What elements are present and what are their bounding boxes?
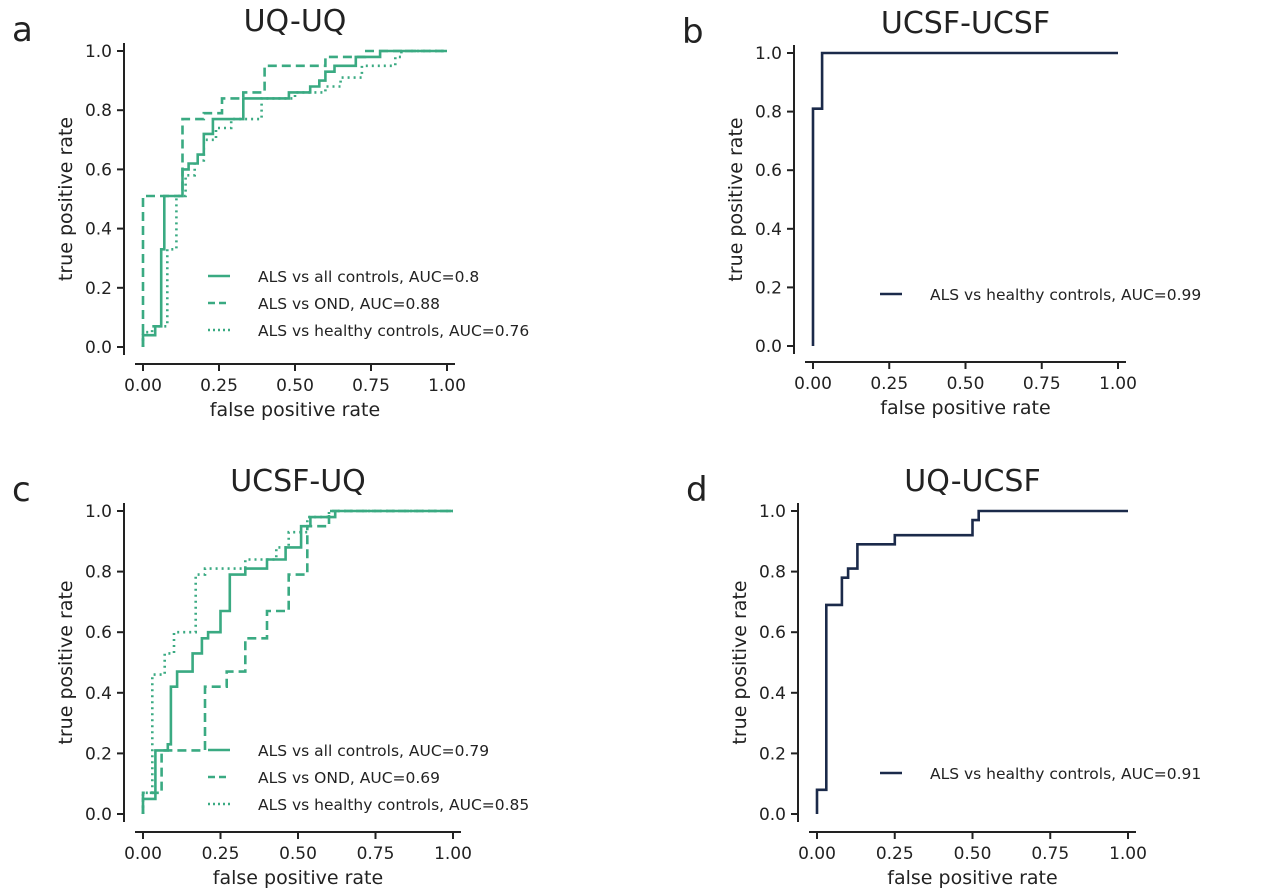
y-tick-label: 0.0 bbox=[85, 805, 112, 825]
y-tick-label: 0.8 bbox=[759, 563, 786, 583]
x-tick-label: 1.00 bbox=[434, 844, 472, 864]
x-tick-label: 1.00 bbox=[1109, 844, 1147, 864]
y-axis-label: true positive rate bbox=[725, 117, 747, 281]
y-tick-label: 0.2 bbox=[755, 278, 782, 298]
y-tick-label: 1.0 bbox=[759, 502, 786, 522]
y-axis-label: true positive rate bbox=[729, 580, 751, 744]
y-tick-label: 0.6 bbox=[85, 623, 112, 643]
y-tick-label: 0.8 bbox=[85, 563, 112, 583]
x-tick-label: 0.75 bbox=[352, 376, 390, 396]
y-tick-label: 0.0 bbox=[759, 805, 786, 825]
x-tick-label: 0.00 bbox=[798, 844, 836, 864]
x-tick-label: 0.25 bbox=[876, 844, 914, 864]
y-tick-label: 0.4 bbox=[755, 220, 782, 240]
x-tick-label: 0.50 bbox=[279, 844, 317, 864]
y-tick-label: 0.6 bbox=[85, 160, 112, 180]
panel-a: a UQ-UQ 0.0 0.2 0.4 0.6 0.8 1.0 0.00 0.25 0.50 0.75… bbox=[12, 4, 529, 421]
x-tick-label: 0.00 bbox=[794, 374, 832, 394]
legend-entry: ALS vs healthy controls, AUC=0.85 bbox=[258, 796, 529, 814]
x-tick-label: 1.00 bbox=[428, 376, 466, 396]
panel-title: UQ-UQ bbox=[244, 4, 347, 39]
panel-c: c UCSF-UQ 0.0 0.2 0.4 0.6 0.8 1.0 0.00 0.25 0.50 0.… bbox=[12, 464, 529, 889]
y-tick-label: 1.0 bbox=[755, 44, 782, 64]
x-tick-label: 0.50 bbox=[276, 376, 314, 396]
legend-entry: ALS vs all controls, AUC=0.8 bbox=[258, 268, 479, 286]
panel-letter: c bbox=[12, 470, 31, 510]
y-axis-label: true positive rate bbox=[55, 580, 77, 744]
roc-curve-dotted bbox=[141, 49, 447, 347]
roc-curve-solid bbox=[815, 509, 1128, 814]
y-tick-label: 0.2 bbox=[85, 744, 112, 764]
y-tick-label: 0.2 bbox=[85, 279, 112, 299]
x-tick-label: 0.75 bbox=[357, 844, 395, 864]
legend-entry: ALS vs OND, AUC=0.69 bbox=[258, 769, 440, 787]
x-tick-label: 1.00 bbox=[1099, 374, 1137, 394]
legend-entry: ALS vs healthy controls, AUC=0.91 bbox=[930, 765, 1201, 783]
x-axis-label: false positive rate bbox=[210, 399, 380, 421]
roc-curve-dashed bbox=[141, 509, 453, 814]
x-tick-label: 0.00 bbox=[124, 844, 162, 864]
roc-curve-solid bbox=[141, 49, 447, 347]
panel-title: UCSF-UCSF bbox=[881, 6, 1050, 41]
y-tick-label: 0.8 bbox=[755, 103, 782, 123]
legend-entry: ALS vs OND, AUC=0.88 bbox=[258, 295, 440, 313]
panel-d: d UQ-UCSF 0.0 0.2 0.4 0.6 0.8 1.0 0.00 0.25 0.50 0.… bbox=[686, 464, 1201, 889]
panel-letter: b bbox=[682, 12, 704, 52]
y-tick-label: 0.4 bbox=[85, 220, 112, 240]
x-tick-label: 0.25 bbox=[870, 374, 908, 394]
x-tick-label: 0.50 bbox=[954, 844, 992, 864]
roc-curve-solid bbox=[811, 51, 1118, 346]
y-tick-label: 0.4 bbox=[85, 684, 112, 704]
x-tick-label: 0.25 bbox=[202, 844, 240, 864]
panel-b: b UCSF-UCSF 0.0 0.2 0.4 0.6 0.8 1.0 0.00 0.25 0.50… bbox=[682, 6, 1201, 419]
y-tick-label: 1.0 bbox=[85, 42, 112, 62]
x-axis-label: false positive rate bbox=[880, 397, 1050, 419]
panel-letter: a bbox=[12, 10, 33, 50]
y-tick-label: 0.2 bbox=[759, 744, 786, 764]
y-tick-label: 0.6 bbox=[755, 161, 782, 181]
x-axis-label: false positive rate bbox=[213, 867, 383, 889]
x-tick-label: 0.75 bbox=[1023, 374, 1061, 394]
y-axis-label: true positive rate bbox=[55, 117, 77, 281]
legend-entry: ALS vs healthy controls, AUC=0.76 bbox=[258, 322, 529, 340]
y-tick-label: 1.0 bbox=[85, 502, 112, 522]
panel-letter: d bbox=[686, 470, 708, 510]
y-tick-label: 0.0 bbox=[85, 338, 112, 358]
x-tick-label: 0.00 bbox=[124, 376, 162, 396]
roc-curve-dotted bbox=[141, 509, 453, 814]
x-tick-label: 0.25 bbox=[200, 376, 238, 396]
x-tick-label: 0.75 bbox=[1031, 844, 1069, 864]
roc-curve-dashed bbox=[141, 49, 447, 347]
panel-title: UCSF-UQ bbox=[230, 464, 366, 499]
panel-title: UQ-UCSF bbox=[904, 464, 1040, 499]
y-tick-label: 0.0 bbox=[755, 337, 782, 357]
y-tick-label: 0.6 bbox=[759, 623, 786, 643]
legend-entry: ALS vs healthy controls, AUC=0.99 bbox=[930, 286, 1201, 304]
y-tick-label: 0.4 bbox=[759, 684, 786, 704]
legend-entry: ALS vs all controls, AUC=0.79 bbox=[258, 742, 489, 760]
x-axis-label: false positive rate bbox=[887, 867, 1057, 889]
y-tick-label: 0.8 bbox=[85, 101, 112, 121]
x-tick-label: 0.50 bbox=[947, 374, 985, 394]
